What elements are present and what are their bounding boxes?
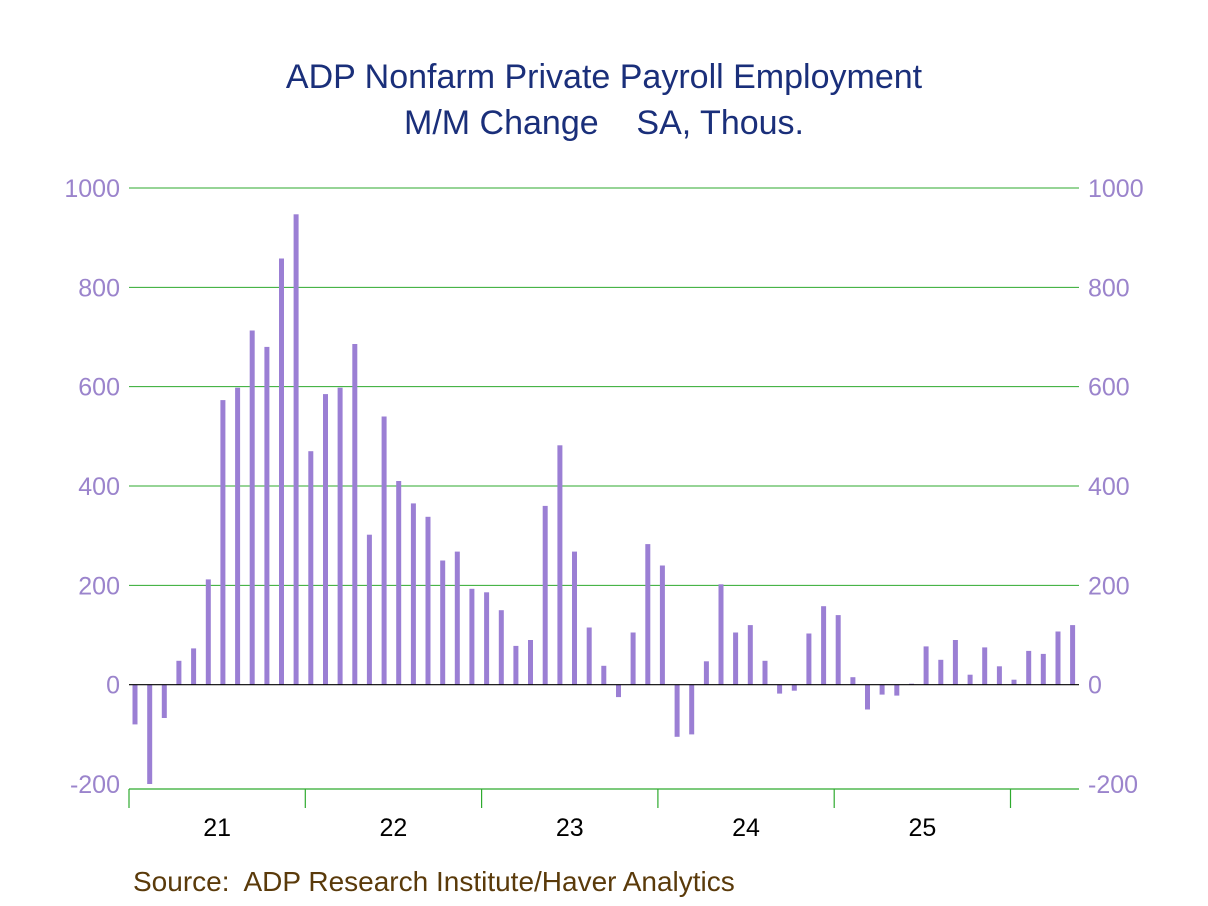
bar <box>689 684 695 735</box>
bar <box>279 258 284 685</box>
bar <box>967 674 973 685</box>
bar <box>542 505 548 685</box>
y-tick-label-right: 200 <box>1088 572 1130 600</box>
bar <box>982 647 988 685</box>
x-tick-label: 25 <box>908 814 936 842</box>
bar <box>498 610 504 685</box>
y-tick-label-left: 200 <box>78 572 120 600</box>
x-tick-label: 23 <box>556 814 584 842</box>
bar <box>1040 653 1046 685</box>
bar <box>469 588 475 685</box>
chart-title: ADP Nonfarm Private Payroll Employment <box>285 58 923 96</box>
bar <box>894 684 900 696</box>
y-tick-label-left: 1000 <box>64 175 120 203</box>
bar <box>396 481 402 685</box>
bar <box>703 661 709 685</box>
bar <box>264 346 270 685</box>
y-tick-label-right: 600 <box>1088 374 1130 402</box>
bar <box>659 565 665 685</box>
x-tick-label: 22 <box>380 814 408 842</box>
bar <box>806 633 812 685</box>
bar <box>147 684 153 784</box>
bar <box>176 660 182 685</box>
bar <box>718 584 724 685</box>
bar <box>777 684 783 694</box>
bar <box>952 640 958 685</box>
bar <box>235 387 241 685</box>
bar <box>249 330 255 685</box>
bar <box>161 684 167 718</box>
bar <box>601 665 607 685</box>
bar <box>308 451 314 685</box>
bar <box>747 625 753 685</box>
bar <box>484 592 490 685</box>
source-note: Source: ADP Research Institute/Haver Ana… <box>133 866 735 897</box>
bar <box>821 606 827 685</box>
bar <box>879 684 885 695</box>
bar <box>410 503 416 685</box>
bar <box>586 627 592 685</box>
bar <box>454 551 460 685</box>
bar <box>293 214 299 685</box>
y-tick-label-left: 600 <box>78 374 120 402</box>
bar <box>733 632 739 685</box>
bar <box>762 660 768 685</box>
x-tick-label: 21 <box>203 814 231 842</box>
bar <box>865 684 870 710</box>
bar <box>132 684 138 725</box>
bar <box>205 579 211 685</box>
bar <box>1070 625 1076 685</box>
bar <box>996 666 1002 685</box>
bar <box>616 684 621 698</box>
bar <box>645 544 651 685</box>
y-tick-label-right: 400 <box>1088 473 1130 501</box>
bar <box>513 645 519 685</box>
y-tick-label-right: 800 <box>1088 274 1130 302</box>
y-tick-label-left: -200 <box>70 771 120 799</box>
bar <box>572 551 577 685</box>
y-tick-label-right: 1000 <box>1088 175 1144 203</box>
bar <box>337 387 343 685</box>
bar <box>528 640 533 685</box>
bar <box>381 416 387 685</box>
bar <box>425 516 431 685</box>
bar <box>674 684 680 737</box>
bar <box>352 344 358 685</box>
bar <box>440 560 446 685</box>
bar <box>850 677 856 685</box>
bar <box>835 615 841 685</box>
bar <box>366 534 372 685</box>
bar <box>323 394 328 685</box>
bar <box>1055 631 1061 685</box>
bar <box>191 648 197 685</box>
bar <box>791 684 797 691</box>
bar <box>630 632 636 685</box>
chart-subtitle: M/M Change SA, Thous. <box>404 104 804 142</box>
y-tick-label-left: 0 <box>106 672 120 700</box>
bar <box>220 400 226 685</box>
bar <box>1011 679 1017 685</box>
bar <box>1026 650 1032 685</box>
bar <box>557 445 563 685</box>
bar <box>938 659 944 685</box>
bar <box>923 646 929 685</box>
y-tick-label-right: -200 <box>1088 771 1138 799</box>
x-tick-label: 24 <box>732 814 760 842</box>
y-tick-label-left: 400 <box>78 473 120 501</box>
y-tick-label-left: 800 <box>78 274 120 302</box>
y-tick-label-right: 0 <box>1088 672 1102 700</box>
